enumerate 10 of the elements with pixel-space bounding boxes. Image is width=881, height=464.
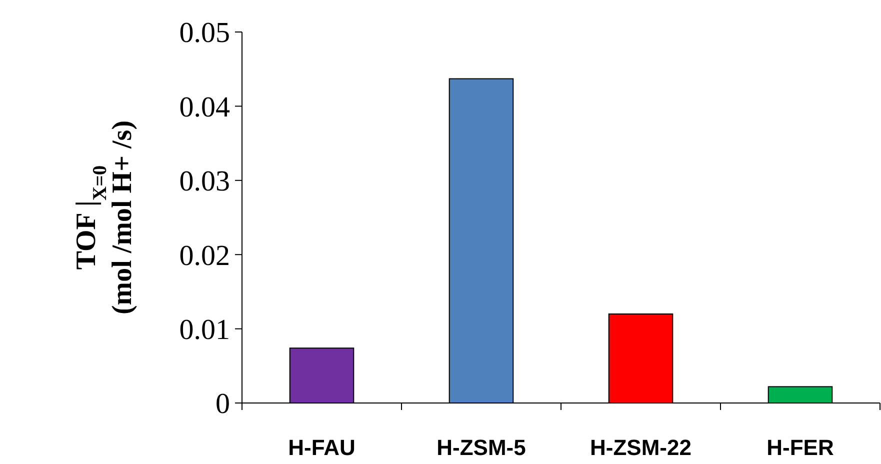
y-tick-label: 0.05 [179, 17, 230, 50]
y-tick-label: 0.01 [179, 314, 230, 346]
x-tick-label: H-FAU [288, 435, 356, 460]
y-tick-label: 0.03 [179, 166, 230, 198]
y-tick-label: 0.04 [179, 91, 230, 124]
x-tick-label: H-ZSM-22 [590, 435, 692, 460]
x-tick-label: H-FER [766, 435, 834, 460]
y-tick-label: 0 [216, 388, 230, 420]
y-tick-label: 0.02 [179, 240, 230, 272]
x-tick-label: H-ZSM-5 [436, 435, 526, 460]
